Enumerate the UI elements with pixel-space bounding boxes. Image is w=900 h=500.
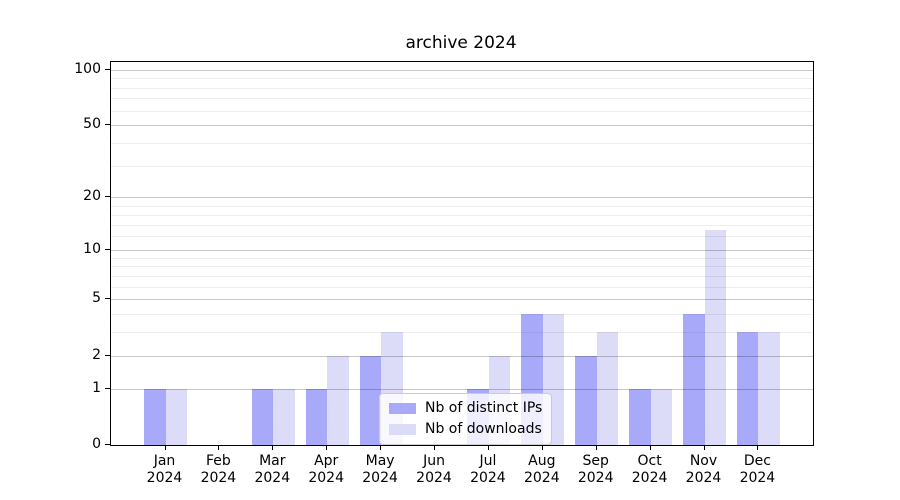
y-tick-label: 2 xyxy=(92,346,101,363)
minor-gridline xyxy=(111,275,813,277)
legend-entry-distinct-ips: Nb of distinct IPs xyxy=(389,400,542,417)
bar-distinct-ips-oct xyxy=(629,388,651,445)
minor-gridline xyxy=(111,87,813,89)
minor-gridline xyxy=(111,110,813,112)
x-tick-label-nov: Nov 2024 xyxy=(685,453,722,486)
y-tick-label: 20 xyxy=(83,188,101,205)
y-tick xyxy=(105,354,110,356)
minor-gridline xyxy=(111,214,813,216)
major-gridline xyxy=(111,355,813,357)
y-tick xyxy=(105,444,110,445)
minor-gridline xyxy=(111,165,813,167)
x-tick xyxy=(487,445,489,450)
x-tick xyxy=(218,445,220,450)
legend: Nb of distinct IPs Nb of downloads xyxy=(379,393,553,445)
x-tick xyxy=(272,445,274,450)
y-tick xyxy=(105,249,110,251)
legend-label-downloads: Nb of downloads xyxy=(425,421,542,437)
minor-gridline xyxy=(111,98,813,100)
bar-distinct-ips-apr xyxy=(305,388,328,445)
minor-gridline xyxy=(111,314,813,316)
bar-downloads-jan xyxy=(165,388,187,445)
y-tick-label: 0 xyxy=(92,436,101,452)
x-tick-label-feb: Feb 2024 xyxy=(200,453,237,486)
y-tick xyxy=(105,387,110,389)
bar-distinct-ips-sep xyxy=(575,355,597,445)
chart-title: archive 2024 xyxy=(405,33,517,53)
legend-swatch-downloads xyxy=(389,424,416,435)
x-tick-label-mar: Mar 2024 xyxy=(254,453,291,486)
y-tick-label: 5 xyxy=(92,290,101,307)
y-tick-label: 10 xyxy=(83,241,101,258)
major-gridline xyxy=(111,388,813,390)
major-gridline xyxy=(111,69,813,71)
x-tick-label-jun: Jun 2024 xyxy=(416,453,452,486)
bar-downloads-nov xyxy=(704,230,726,445)
minor-gridline xyxy=(111,286,813,288)
y-tick xyxy=(105,298,110,300)
bar-distinct-ips-may xyxy=(359,355,382,445)
x-tick xyxy=(541,445,543,450)
minor-gridline xyxy=(111,236,813,238)
legend-label-distinct-ips: Nb of distinct IPs xyxy=(425,400,543,416)
minor-gridline xyxy=(111,224,813,226)
x-tick-label-jul: Jul 2024 xyxy=(470,453,506,486)
x-tick xyxy=(326,445,328,450)
plot-area: Nb of distinct IPs Nb of downloads xyxy=(110,61,814,446)
major-gridline xyxy=(111,299,813,301)
major-gridline xyxy=(111,197,813,199)
x-tick-label-aug: Aug 2024 xyxy=(523,453,560,486)
x-tick xyxy=(595,445,597,450)
minor-gridline xyxy=(111,332,813,334)
minor-gridline xyxy=(111,266,813,268)
y-tick-label: 1 xyxy=(92,379,101,396)
y-tick xyxy=(105,124,110,126)
legend-swatch-distinct-ips xyxy=(389,403,416,414)
major-gridline xyxy=(111,125,813,127)
x-tick-label-apr: Apr 2024 xyxy=(308,453,344,486)
x-tick xyxy=(649,445,651,450)
x-tick xyxy=(757,445,759,450)
bar-downloads-sep xyxy=(596,332,619,445)
x-tick xyxy=(380,445,382,450)
minor-gridline xyxy=(111,143,813,145)
y-tick-label: 100 xyxy=(74,60,101,77)
y-tick xyxy=(105,68,110,70)
legend-entry-downloads: Nb of downloads xyxy=(389,421,542,438)
major-gridline xyxy=(111,250,813,252)
y-tick xyxy=(105,196,110,198)
bar-distinct-ips-nov xyxy=(683,314,705,445)
minor-gridline xyxy=(111,205,813,207)
bar-downloads-mar xyxy=(273,388,295,445)
x-tick-label-may: May 2024 xyxy=(362,453,398,486)
bar-downloads-apr xyxy=(327,355,349,445)
bar-downloads-oct xyxy=(650,388,673,445)
bar-downloads-dec xyxy=(758,332,780,445)
bar-distinct-ips-dec xyxy=(736,332,759,445)
bar-distinct-ips-mar xyxy=(251,388,274,445)
x-tick-label-oct: Oct 2024 xyxy=(631,453,668,486)
x-tick xyxy=(434,445,435,450)
x-tick-label-jan: Jan 2024 xyxy=(146,453,183,486)
minor-gridline xyxy=(111,257,813,259)
x-tick xyxy=(164,445,166,450)
bar-distinct-ips-jan xyxy=(144,388,166,445)
x-tick-label-dec: Dec 2024 xyxy=(739,453,776,486)
x-tick xyxy=(703,445,705,450)
minor-gridline xyxy=(111,78,813,80)
y-tick-label: 50 xyxy=(83,116,101,133)
x-tick-label-sep: Sep 2024 xyxy=(577,453,614,486)
